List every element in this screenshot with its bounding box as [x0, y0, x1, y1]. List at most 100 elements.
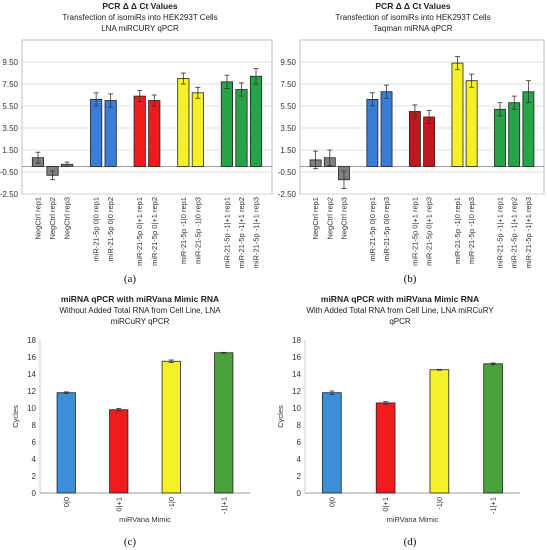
bar — [465, 80, 478, 167]
y-tick-label: -2.50 — [0, 190, 19, 199]
panel-c-chart: miRNA qPCR with miRVana Mimic RNA Without… — [11, 294, 250, 548]
bar — [508, 102, 521, 167]
y-tick-label: 8 — [32, 421, 37, 430]
y-tick-label: 0 — [297, 489, 302, 498]
y-tick-label: 4 — [32, 455, 37, 464]
plot-area — [21, 39, 273, 195]
bar — [109, 409, 129, 494]
chart-subtitle: Transfection of isomiRs into HEK293T Cel… — [335, 13, 490, 22]
y-tick-label: 6 — [297, 438, 302, 447]
bar — [133, 95, 146, 167]
x-axis-title: miRVana Mimic — [387, 515, 439, 524]
x-tick-label: miR-21-5p 0|+1 rep3 — [425, 197, 434, 266]
panel-label: (d) — [404, 536, 417, 548]
y-tick-label: 16 — [27, 353, 36, 362]
bar — [380, 91, 393, 167]
bar — [322, 392, 342, 494]
x-tick-label: NegCtrl rep3 — [63, 197, 72, 240]
x-tick-label: -1|+1 — [219, 497, 228, 514]
chart-title: miRNA qPCR with miRVana Mimic RNA — [61, 294, 219, 304]
y-tick-label: 0 — [32, 489, 37, 498]
bar — [408, 111, 421, 167]
bar — [148, 100, 161, 167]
bar — [90, 99, 103, 167]
y-tick-label: 8 — [297, 421, 302, 430]
x-tick-label: miR-21-5p 0|+1 rep2 — [150, 197, 159, 266]
x-tick-label: miR-21-5p 0|0 rep2 — [106, 197, 115, 261]
panel-label: (a) — [124, 273, 137, 285]
y-tick-label: 12 — [292, 387, 301, 396]
bar — [375, 402, 396, 494]
x-tick-label: miR-21-5p 0|0 rep3 — [382, 197, 391, 261]
x-tick-label: miR-21-5p 0|+1 rep1 — [410, 197, 419, 266]
x-tick-label: NegCtrl rep1 — [33, 197, 42, 240]
y-tick-label: 18 — [292, 336, 301, 345]
y-tick-label: 9.50 — [280, 58, 296, 67]
bar — [483, 363, 503, 494]
y-tick-label: 10 — [292, 404, 301, 413]
x-tick-label: -1|0 — [435, 497, 444, 510]
y-tick-label: 18 — [27, 336, 36, 345]
y-tick-label: 4 — [297, 455, 302, 464]
y-tick-label: 12 — [27, 387, 36, 396]
x-tick-label: -1|+1 — [489, 497, 498, 514]
x-tick-label: miR-21-5p -1|+1 rep1 — [496, 197, 505, 268]
x-tick-label: miR-21-5p -1|+1 rep1 — [222, 197, 231, 268]
y-tick-label: 2 — [297, 472, 302, 481]
x-tick-label: miR-21-5p -1|+1 rep3 — [524, 197, 533, 268]
y-tick-label: 16 — [292, 353, 301, 362]
chart-subtitle: With Added Total RNA from Cell Line, LNA… — [306, 306, 494, 315]
y-tick-label: 14 — [27, 370, 36, 379]
y-tick-label: 6 — [32, 438, 37, 447]
y-tick-label: -0.50 — [0, 168, 19, 177]
bar — [214, 352, 234, 494]
panel-label: (b) — [404, 273, 417, 285]
y-tick-label: -2.50 — [278, 190, 297, 199]
y-tick-label: 7.50 — [2, 80, 18, 89]
x-tick-label: miR-21-5p -1|+1 rep2 — [237, 197, 246, 268]
x-tick-label: 0|0 — [327, 497, 336, 507]
bar — [104, 100, 117, 167]
y-tick-label: 9.50 — [2, 58, 18, 67]
y-tick-label: 3.50 — [280, 124, 296, 133]
x-tick-label: miR-21-5p -1|0 rep3 — [467, 197, 476, 264]
bar — [56, 392, 76, 494]
y-tick-label: 10 — [27, 404, 36, 413]
x-tick-label: miR-21-5p -1|0 rep1 — [179, 197, 188, 264]
bar — [423, 116, 436, 167]
x-tick-label: miR-21-5p 0|0 rep1 — [92, 197, 101, 261]
x-tick-label: 0|0 — [62, 497, 71, 507]
y-tick-label: 1.50 — [2, 146, 18, 155]
chart-subtitle: Taqman miRNA qPCR — [373, 24, 452, 33]
y-axis-title: Cycles — [11, 405, 20, 428]
y-tick-label: -0.50 — [278, 168, 297, 177]
x-tick-label: -1|0 — [167, 497, 176, 510]
x-tick-label: NegCtrl rep1 — [311, 197, 320, 240]
x-tick-label: miR-21-5p -1|0 rep3 — [193, 197, 202, 264]
y-tick-label: 3.50 — [2, 124, 18, 133]
panel-label: (c) — [124, 536, 137, 548]
x-tick-label: 0|+1 — [381, 497, 390, 512]
bar — [161, 360, 181, 494]
x-tick-label: miR-21-5p -1|0 rep1 — [453, 197, 462, 264]
bar — [177, 78, 190, 167]
panel-a-chart: PCR Δ Δ Ct Values Transfection of isomiRs… — [0, 1, 273, 285]
bar — [451, 62, 464, 167]
x-tick-label: NegCtrl rep2 — [48, 197, 57, 240]
x-tick-label: NegCtrl rep3 — [339, 197, 348, 240]
chart-subtitle: LNA miRCURY qPCR — [101, 24, 179, 33]
y-tick-label: 14 — [292, 370, 301, 379]
bar — [429, 369, 450, 494]
chart-subtitle: Transfection of isomiRs into HEK293T Cel… — [62, 13, 217, 22]
y-tick-label: 1.50 — [280, 146, 296, 155]
y-tick-label: 5.50 — [2, 102, 18, 111]
bar — [191, 92, 204, 167]
bar — [235, 89, 248, 167]
chart-subtitle: miRCuRY qPCR — [111, 317, 170, 326]
chart-subtitle: qPCR — [389, 317, 411, 326]
panel-b-chart: PCR Δ Δ Ct Values Transfection of isomiRs… — [278, 1, 545, 285]
chart-subtitle: Without Added Total RNA from Cell Line, … — [59, 306, 221, 315]
y-tick-label: 7.50 — [280, 80, 296, 89]
y-axis-title: Cycles — [276, 405, 285, 428]
panel-d-chart: miRNA qPCR with miRVana Mimic RNA With Ad… — [276, 294, 520, 548]
